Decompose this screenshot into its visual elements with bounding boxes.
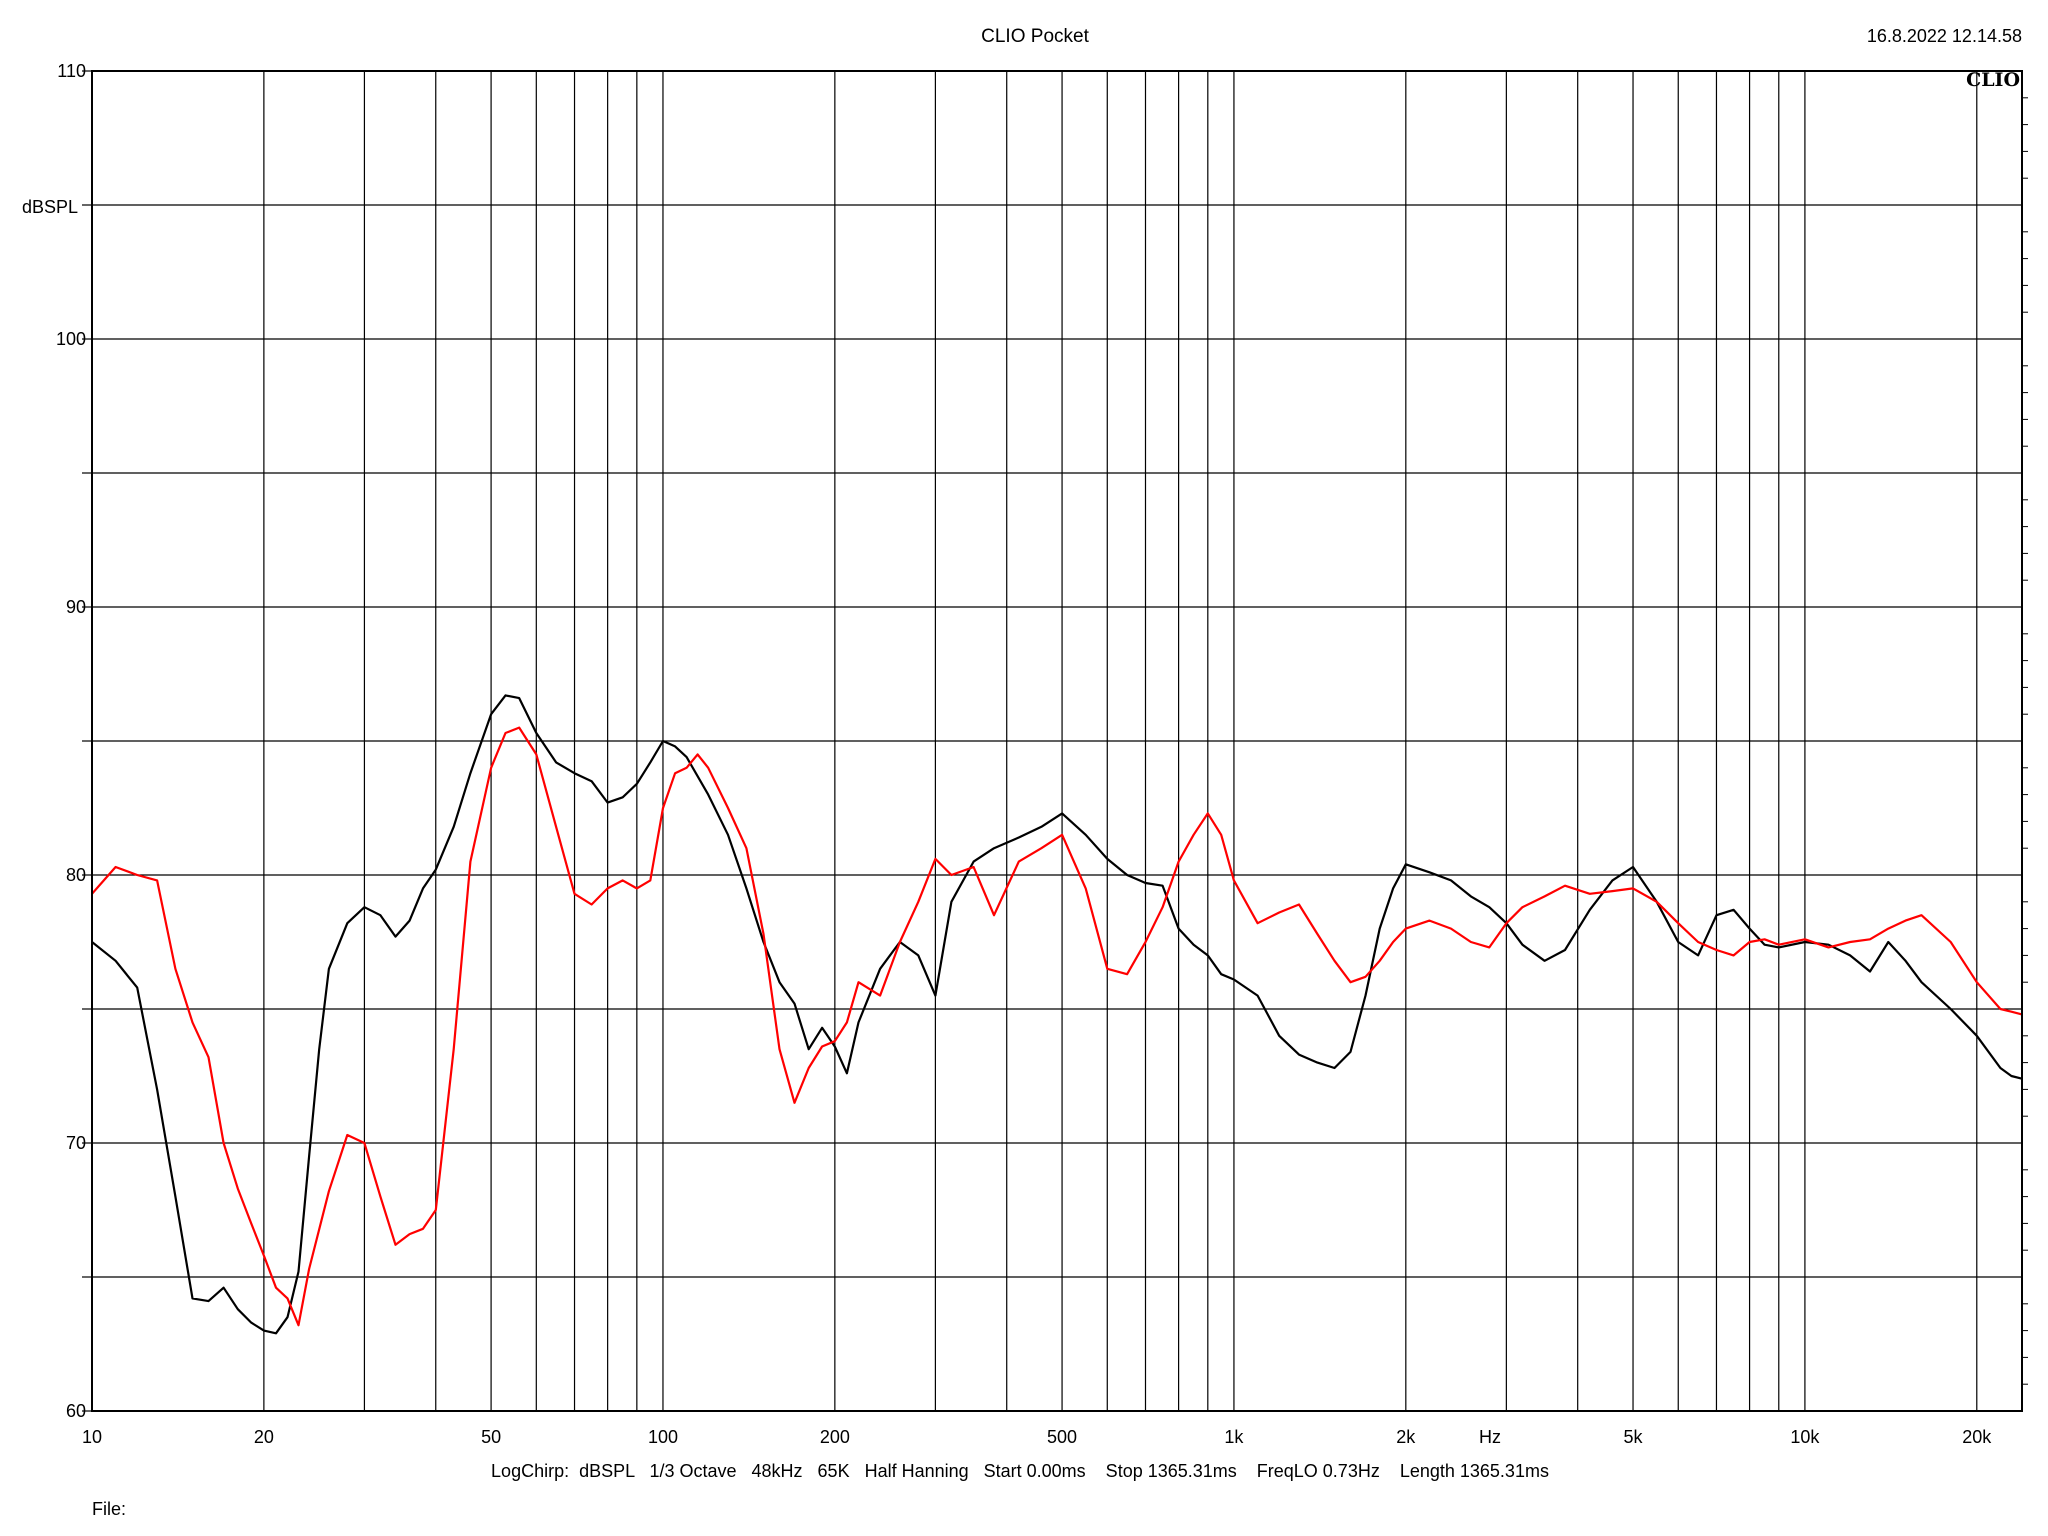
x-tick-label: 200 (820, 1427, 850, 1447)
y-tick-label: 110 (57, 61, 86, 81)
y-tick-label: 80 (66, 865, 86, 885)
x-tick-label: 500 (1047, 1427, 1077, 1447)
x-tick-label: 2k (1396, 1427, 1416, 1447)
x-tick-label: 10k (1790, 1427, 1820, 1447)
series-lines (91, 694, 2023, 1335)
series-line-1 (91, 694, 2023, 1335)
x-tick-label: 100 (648, 1427, 678, 1447)
series-line-2 (91, 726, 2023, 1327)
y-tick-label: 70 (66, 1133, 86, 1153)
y-tick-label: 60 (66, 1401, 86, 1421)
x-tick-labels: 10 20 50 100 200 500 1k 2k 5k 10k 20k (82, 1427, 1992, 1447)
file-label: File: (92, 1499, 126, 1519)
measurement-settings: LogChirp: dBSPL 1/3 Octave 48kHz 65K Hal… (491, 1461, 1549, 1481)
plot-frame (91, 70, 2023, 1412)
y-tick-labels: 60 70 80 90 100 110 (56, 61, 86, 1421)
x-tick-label: 1k (1224, 1427, 1244, 1447)
y-axis-label: dBSPL (22, 197, 78, 217)
x-tick-label: 20k (1962, 1427, 1992, 1447)
clio-logo: CLIO (1966, 69, 2020, 91)
y-tick-label: 100 (56, 329, 86, 349)
chart-title: CLIO Pocket (981, 26, 1089, 47)
x-tick-label: 10 (82, 1427, 102, 1447)
x-axis-label: Hz (1479, 1427, 1501, 1447)
timestamp: 16.8.2022 12.14.58 (1867, 26, 2022, 46)
x-tick-label: 5k (1624, 1427, 1644, 1447)
x-tick-label: 20 (254, 1427, 274, 1447)
y-tick-label: 90 (66, 597, 86, 617)
x-tick-label: 50 (481, 1427, 501, 1447)
